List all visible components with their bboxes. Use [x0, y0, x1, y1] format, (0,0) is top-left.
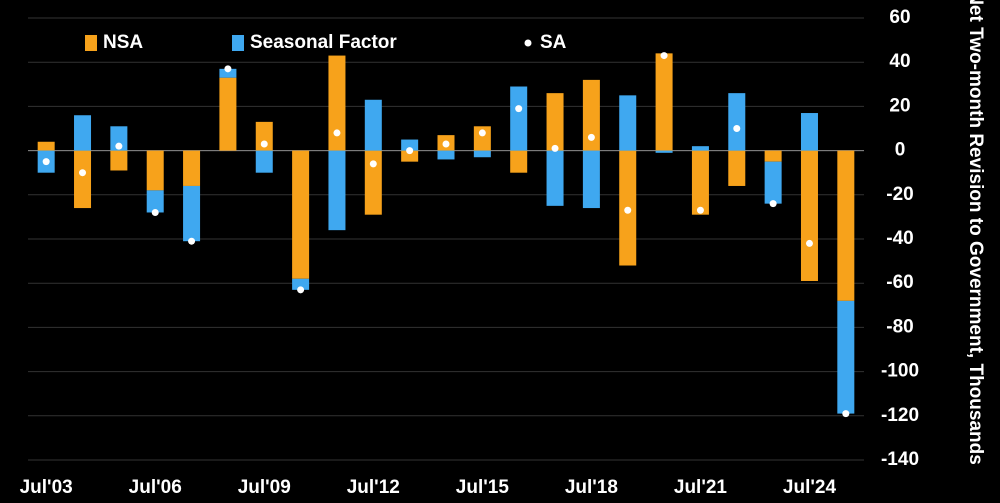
bar [728, 93, 746, 151]
sa-dot [442, 140, 450, 148]
bar [292, 150, 310, 279]
bar [691, 150, 709, 215]
sa-dot [224, 65, 232, 73]
bar [764, 150, 782, 162]
bar [510, 150, 528, 173]
bar [74, 150, 92, 209]
bar [546, 150, 564, 206]
sa-dot [515, 105, 523, 113]
sa-dot [842, 410, 850, 418]
bar [619, 95, 637, 151]
x-tick-label: Jul'18 [565, 477, 618, 498]
bar [219, 77, 237, 151]
x-tick-label: Jul'06 [129, 477, 182, 498]
bar [401, 150, 419, 162]
sa-dot [551, 144, 559, 152]
sa-dot [297, 286, 305, 294]
bar [473, 150, 491, 158]
bar [146, 150, 164, 191]
legend-swatch [524, 39, 532, 47]
bar [473, 126, 491, 151]
bar [764, 161, 782, 204]
sa-dot [42, 158, 50, 166]
bar [183, 150, 201, 186]
bar [655, 53, 673, 151]
sa-dot [624, 206, 632, 214]
sa-dot [333, 129, 341, 137]
bar [800, 113, 818, 151]
y-tick-label: -60 [886, 272, 913, 293]
y-tick-label: -20 [886, 184, 913, 205]
bar [37, 141, 55, 151]
bar [837, 150, 855, 301]
y-tick-label: -120 [881, 405, 919, 426]
sa-dot [805, 239, 813, 247]
y-tick-label: -80 [886, 316, 913, 337]
sa-dot [769, 200, 777, 208]
bar [582, 79, 600, 151]
y-tick-label: 20 [889, 95, 910, 116]
bar [110, 126, 128, 151]
x-tick-label: Jul'03 [20, 477, 73, 498]
bar [800, 150, 818, 281]
y-axis-label: Net Two-month Revision to Government, Th… [965, 0, 986, 465]
bar [582, 150, 600, 209]
y-tick-label: 60 [889, 7, 910, 28]
bar [292, 278, 310, 290]
sa-dot [696, 206, 704, 214]
bar [437, 150, 455, 160]
y-tick-label: -100 [881, 361, 919, 382]
sa-dot [151, 208, 159, 216]
bar [183, 185, 201, 242]
sa-dot [79, 169, 87, 177]
sa-dot [369, 160, 377, 168]
bar [328, 150, 346, 231]
bar [255, 150, 273, 173]
bar [728, 150, 746, 186]
y-tick-label: 40 [889, 51, 910, 72]
bar [510, 86, 528, 151]
x-tick-label: Jul'21 [674, 477, 728, 498]
legend-label: SA [540, 32, 567, 53]
bar [655, 150, 673, 153]
bar [255, 121, 273, 151]
legend-swatch [232, 35, 244, 51]
bar [110, 150, 128, 171]
bar [837, 300, 855, 414]
x-tick-label: Jul'12 [347, 477, 400, 498]
sa-dot [587, 133, 595, 141]
x-tick-label: Jul'09 [238, 477, 291, 498]
legend-label: NSA [103, 32, 143, 53]
x-tick-label: Jul'24 [783, 477, 837, 498]
bar [364, 99, 382, 151]
sa-dot [660, 52, 668, 60]
bar [219, 68, 237, 78]
sa-dot [188, 237, 196, 245]
sa-dot [115, 142, 123, 150]
bar [401, 139, 419, 151]
bar [691, 146, 709, 151]
sa-dot [733, 125, 741, 132]
bar [328, 55, 346, 151]
bar [364, 150, 382, 215]
bar [74, 115, 92, 151]
y-tick-label: -40 [886, 228, 913, 249]
bar [546, 93, 564, 151]
sa-dot [406, 147, 414, 155]
y-tick-label: -140 [881, 449, 919, 470]
x-tick-label: Jul'15 [456, 477, 510, 498]
legend-swatch [85, 35, 97, 51]
sa-dot [478, 129, 486, 137]
legend-label: Seasonal Factor [250, 32, 397, 53]
bar [146, 190, 164, 213]
sa-dot [260, 140, 268, 148]
y-tick-label: 0 [895, 140, 906, 161]
